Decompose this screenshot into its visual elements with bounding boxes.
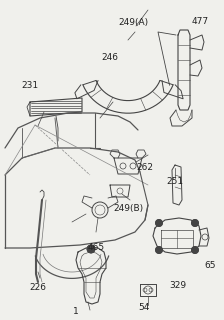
Text: 249(A): 249(A)	[118, 18, 148, 27]
Circle shape	[87, 245, 95, 253]
Circle shape	[155, 220, 162, 227]
Text: 54: 54	[138, 303, 150, 313]
Text: 246: 246	[101, 53, 118, 62]
Text: 249(B): 249(B)	[113, 204, 143, 212]
Text: 329: 329	[169, 281, 187, 290]
Text: 465: 465	[87, 244, 105, 252]
Text: 251: 251	[166, 178, 183, 187]
Text: 226: 226	[30, 284, 47, 292]
Text: 262: 262	[136, 164, 153, 172]
Circle shape	[192, 220, 198, 227]
Text: 477: 477	[192, 18, 209, 27]
Text: 1: 1	[73, 308, 79, 316]
Circle shape	[155, 246, 162, 253]
Text: 231: 231	[22, 82, 39, 91]
Circle shape	[192, 246, 198, 253]
Text: 65: 65	[204, 260, 216, 269]
